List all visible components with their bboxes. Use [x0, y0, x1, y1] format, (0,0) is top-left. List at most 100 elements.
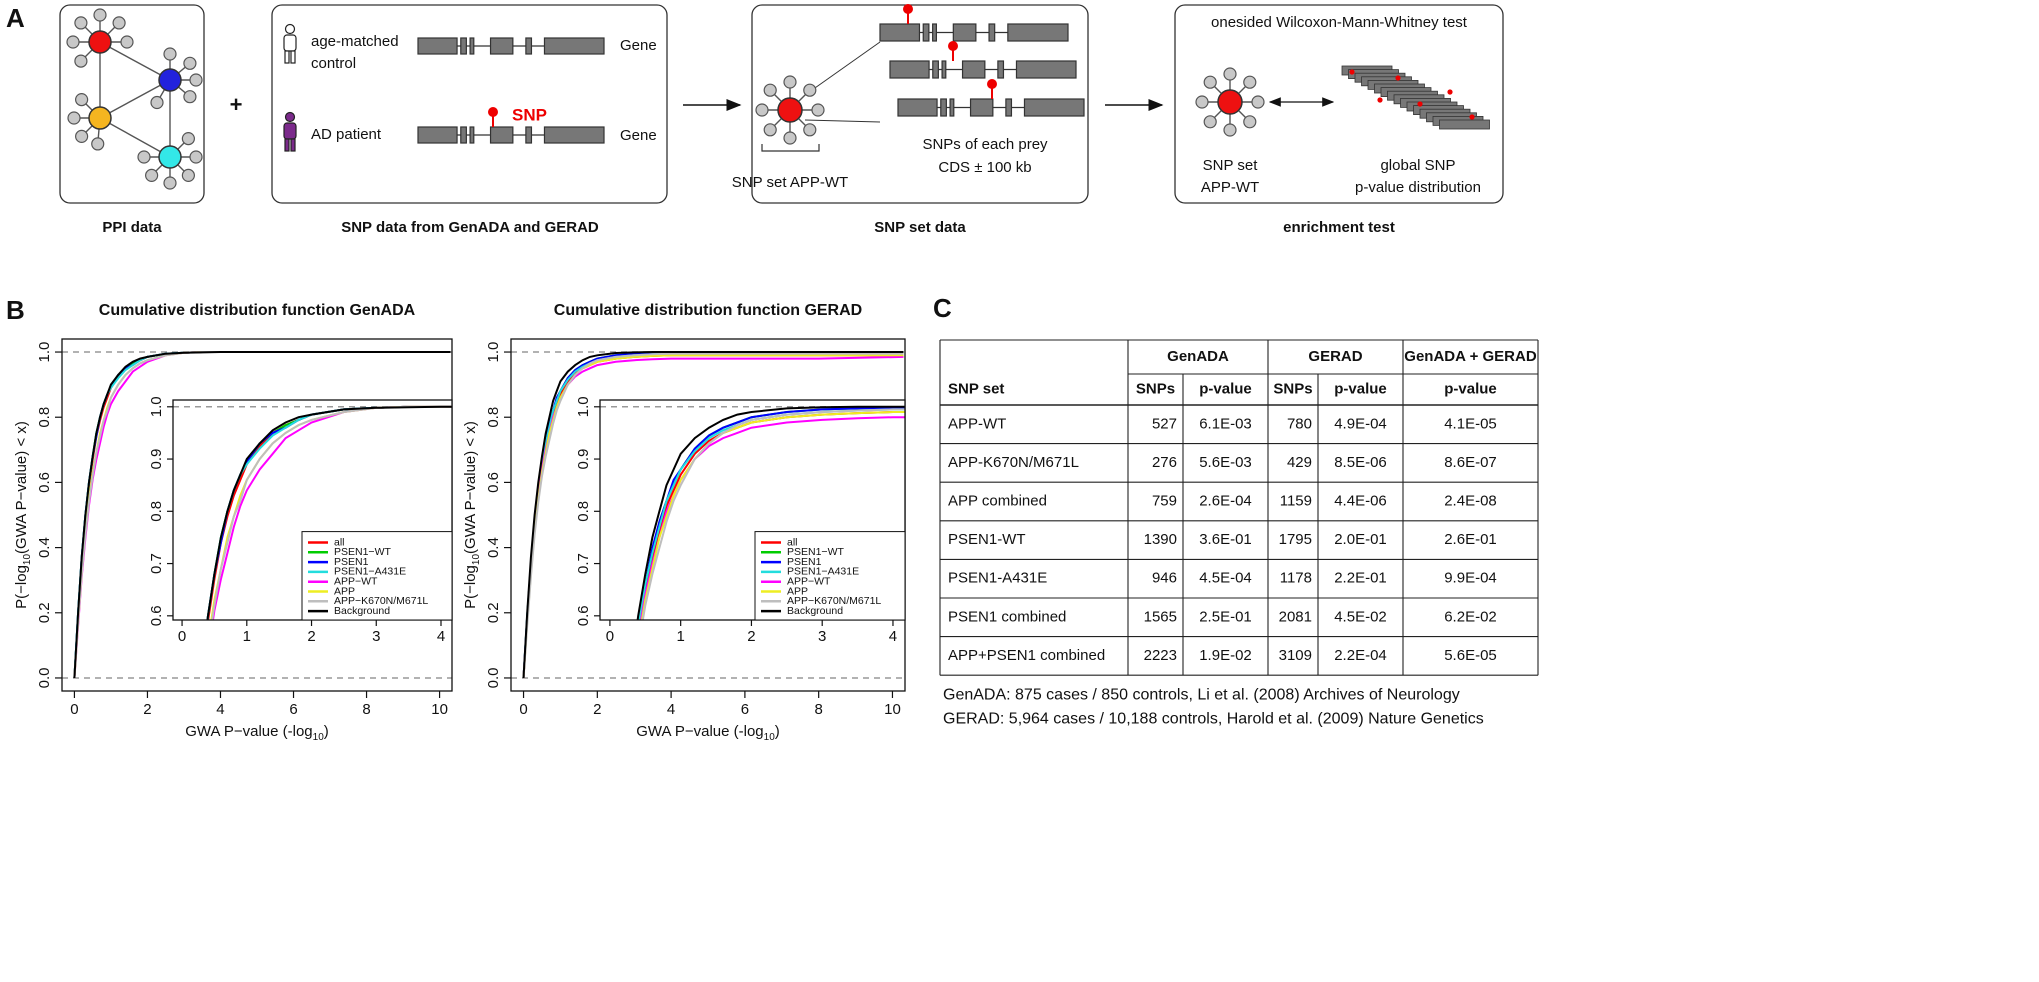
table-cell: 1390	[1144, 531, 1177, 548]
node	[1223, 123, 1237, 137]
table-cell: 780	[1287, 415, 1312, 432]
table-cell: APP-K670N/M671L	[948, 454, 1079, 471]
cdf-line	[73, 351, 451, 679]
y-tick-label: 0.8	[485, 407, 502, 428]
zoom-line	[804, 119, 881, 123]
axis-label-part: 10	[471, 554, 482, 566]
exon	[889, 60, 930, 79]
snp-dot	[1447, 89, 1453, 95]
table-cell: 2.6E-01	[1444, 531, 1497, 548]
legend-label: PSEN1	[334, 556, 369, 568]
exon	[997, 60, 1005, 79]
node	[181, 168, 195, 182]
exon	[922, 23, 930, 42]
hub-node	[88, 106, 112, 130]
person-body	[283, 34, 297, 52]
axis-label-part: GWA P−value (-log	[185, 723, 312, 740]
x-tick-label: 2	[143, 701, 151, 718]
table-column-header: SNPs	[1136, 380, 1175, 397]
table-cell: 6.2E-02	[1444, 608, 1497, 625]
table-column-header: p-value	[1199, 380, 1252, 397]
exon	[988, 23, 996, 42]
legend-box	[301, 531, 453, 621]
person-leg	[284, 50, 290, 64]
panel-letter: B	[6, 295, 25, 325]
axis-label: P(−log10(GWA P−value) < x)	[13, 421, 33, 609]
hub-node	[777, 97, 803, 123]
person-leg	[290, 138, 296, 152]
inset-frame	[599, 399, 906, 621]
legend-label: APP−K670N/M671L	[787, 595, 881, 607]
y-tick-label: 1.0	[148, 396, 165, 417]
x-tick-label: 3	[818, 628, 826, 645]
exon	[932, 60, 939, 79]
axis-label-part: 10	[22, 554, 33, 566]
chart-title: Cumulative distribution function GenADA	[99, 302, 416, 319]
x-tick-label: 3	[372, 628, 380, 645]
legend-label: APP−K670N/M671L	[334, 595, 428, 607]
gene-label: Gene	[620, 37, 657, 54]
panel-box	[1174, 4, 1504, 204]
exon	[952, 23, 977, 42]
x-tick-label: 4	[437, 628, 445, 645]
person-leg	[290, 50, 296, 64]
table-cell: 2.2E-04	[1334, 647, 1387, 664]
exon	[460, 37, 467, 55]
table-cell: 4.5E-02	[1334, 608, 1387, 625]
node	[1251, 95, 1265, 109]
exon	[417, 126, 458, 144]
node	[137, 150, 151, 164]
y-tick-label: 0.6	[575, 605, 592, 626]
y-tick-label: 0.2	[36, 602, 53, 623]
snp-label: SNP	[512, 105, 547, 124]
node	[803, 123, 817, 137]
node	[67, 111, 81, 125]
y-tick-label: 0.4	[485, 537, 502, 558]
table-cell: 1.9E-02	[1199, 647, 1252, 664]
person-head	[284, 23, 296, 35]
node	[189, 150, 203, 164]
gene-label: Gene	[620, 127, 657, 144]
table-cell: 946	[1152, 570, 1177, 587]
exon	[1007, 23, 1069, 42]
exon	[1023, 98, 1085, 117]
table-cell: 2.0E-01	[1334, 531, 1387, 548]
exon	[1005, 98, 1013, 117]
box-label: PPI data	[102, 219, 162, 236]
node	[763, 123, 777, 137]
panel-letter: C	[933, 293, 952, 323]
y-tick-label: 1.0	[485, 342, 502, 363]
table-column-header: p-value	[1334, 380, 1387, 397]
table-group-header: GenADA	[1167, 348, 1229, 365]
table-cell: 5.6E-03	[1199, 454, 1252, 471]
table-column-header: SNP set	[948, 380, 1004, 397]
table-cell: 6.1E-03	[1199, 415, 1252, 432]
x-tick-label: 10	[431, 701, 448, 718]
table-cell: 4.4E-06	[1334, 492, 1387, 509]
legend-label: PSEN1−WT	[787, 546, 844, 558]
x-tick-label: 4	[667, 701, 675, 718]
exon	[525, 37, 533, 55]
exon	[543, 126, 605, 144]
axis-label-part: P(−log	[13, 565, 30, 609]
node	[74, 54, 88, 68]
axis-label-part: (GWA P−value) < x)	[462, 421, 479, 554]
axis-label-part: )	[324, 723, 329, 740]
node	[1203, 75, 1217, 89]
table-cell: 4.1E-05	[1444, 415, 1497, 432]
y-tick-label: 0.8	[36, 407, 53, 428]
node	[783, 75, 797, 89]
set-label: APP-WT	[1201, 179, 1259, 196]
snp-head	[488, 107, 498, 117]
node	[783, 131, 797, 145]
x-tick-label: 10	[884, 701, 901, 718]
exon	[525, 126, 533, 144]
exon	[489, 126, 514, 144]
table-group-header: GERAD	[1308, 348, 1362, 365]
hub-node	[158, 68, 182, 92]
table-cell: 8.5E-06	[1334, 454, 1387, 471]
snp-dot	[1417, 101, 1423, 107]
legend-label: Background	[787, 605, 843, 617]
snp-dot	[1469, 114, 1475, 120]
